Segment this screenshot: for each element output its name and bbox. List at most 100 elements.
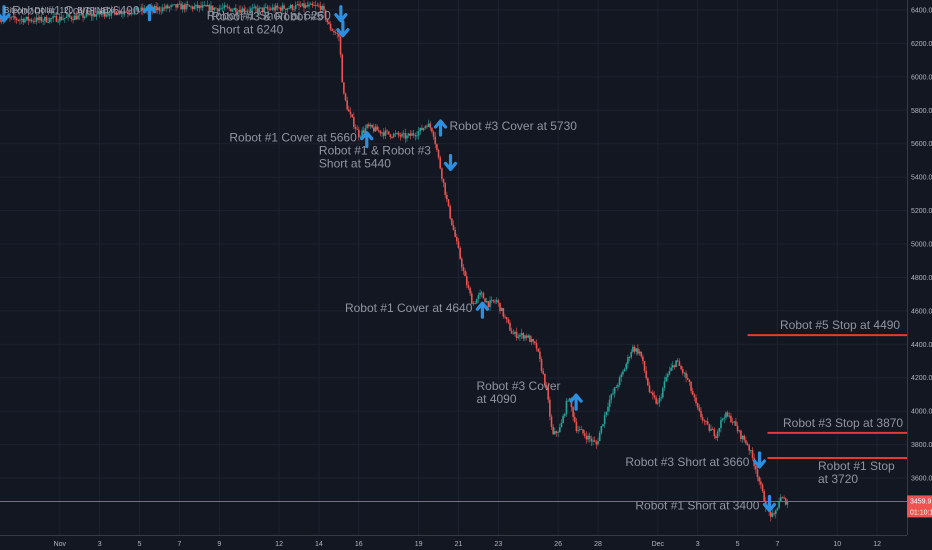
candle-down (462, 267, 465, 271)
current-price-tag (907, 495, 932, 518)
candle-down (751, 450, 754, 458)
candle-up (138, 11, 141, 12)
candle-up (157, 7, 159, 11)
candle-down (50, 18, 53, 19)
candle-down (75, 15, 78, 20)
y-tick-label: 5200.0 (911, 208, 932, 215)
candle-up (62, 18, 64, 20)
candle-down (283, 5, 285, 9)
time-axis[interactable] (0, 535, 932, 550)
candle-down (730, 415, 732, 423)
candle-down (678, 361, 681, 366)
candle-down (487, 301, 490, 308)
candle-up (263, 7, 265, 12)
candle-down (580, 429, 583, 431)
candle-down (755, 465, 757, 470)
candle-up (140, 7, 142, 12)
candle-down (701, 417, 704, 421)
x-tick-label: 21 (455, 541, 463, 548)
candle-down (196, 4, 199, 9)
candle-down (434, 136, 437, 145)
candle-up (602, 424, 604, 427)
candle-up (213, 7, 216, 11)
candle-down (451, 218, 453, 226)
candle-down (248, 10, 250, 12)
candle-down (127, 11, 129, 13)
candle-down (676, 360, 679, 362)
candle-down (748, 445, 750, 451)
candle-up (190, 6, 192, 8)
x-tick-label: Dec (652, 541, 665, 548)
candle-down (726, 412, 729, 417)
bar-countdown: 01:10:17 (910, 509, 932, 516)
candle-up (710, 429, 712, 431)
candle-up (477, 295, 480, 299)
candle-down (540, 359, 543, 372)
candle-up (605, 411, 608, 416)
y-tick-label: 6200.0 (911, 41, 932, 48)
candle-up (132, 13, 134, 14)
candle-up (171, 4, 174, 6)
last-price-marker: 3459.9 01:10:17 (0, 495, 932, 518)
candle-down (698, 407, 701, 411)
candle-down (255, 6, 257, 9)
candle-up (236, 12, 239, 14)
candle-up (607, 406, 609, 412)
trade-annotations: Short at 6330Robot #1 Cover at 6490Robot… (0, 4, 777, 512)
candle-up (54, 15, 56, 17)
candle-up (19, 19, 21, 21)
candle-down (343, 82, 345, 94)
candle-down (573, 416, 576, 422)
candle-down (691, 390, 694, 395)
candle-up (161, 7, 164, 12)
candle-down (763, 490, 765, 502)
candle-up (392, 133, 395, 138)
candle-up (67, 14, 69, 17)
arrow-down-icon (752, 451, 767, 469)
candle-up (422, 127, 425, 131)
candle-down (319, 5, 322, 10)
candle-up (168, 6, 171, 9)
trade-label: Robot #3 Short at 3660 (625, 455, 749, 469)
candle-down (15, 18, 18, 20)
x-tick-label: 12 (275, 541, 283, 548)
candle-up (670, 367, 672, 371)
candle-up (25, 16, 28, 20)
candle-down (708, 424, 711, 431)
candle-up (618, 377, 621, 385)
price-axis[interactable] (907, 0, 932, 550)
candle-down (743, 435, 746, 441)
candle-up (565, 400, 568, 414)
stop-label: Robot #5 Stop at 4490 (780, 318, 900, 332)
candle-up (122, 13, 124, 14)
candle-down (298, 4, 300, 6)
candle-down (512, 333, 515, 335)
candle-up (281, 5, 284, 11)
candle-down (693, 394, 696, 398)
candle-down (279, 7, 282, 11)
candle-up (774, 510, 777, 514)
candle-up (364, 127, 367, 133)
candle-up (47, 22, 49, 23)
candle-up (568, 398, 571, 401)
candle-up (173, 4, 176, 6)
candle-down (459, 248, 461, 259)
candle-down (324, 10, 327, 20)
candle-down (354, 126, 357, 129)
candle-down (547, 386, 549, 400)
x-tick-label: 7 (177, 541, 181, 548)
candle-up (786, 502, 789, 505)
candle-up (361, 130, 363, 137)
candle-down (351, 114, 353, 118)
candle-up (741, 435, 744, 440)
candle-up (39, 16, 41, 20)
candle-up (771, 513, 774, 517)
candle-up (49, 18, 51, 23)
candle-down (545, 385, 548, 387)
candle-up (406, 135, 408, 139)
candle-up (133, 9, 136, 14)
arrow-down-icon (336, 20, 350, 38)
candle-down (509, 322, 511, 331)
y-tick-label: 5400.0 (911, 175, 932, 182)
